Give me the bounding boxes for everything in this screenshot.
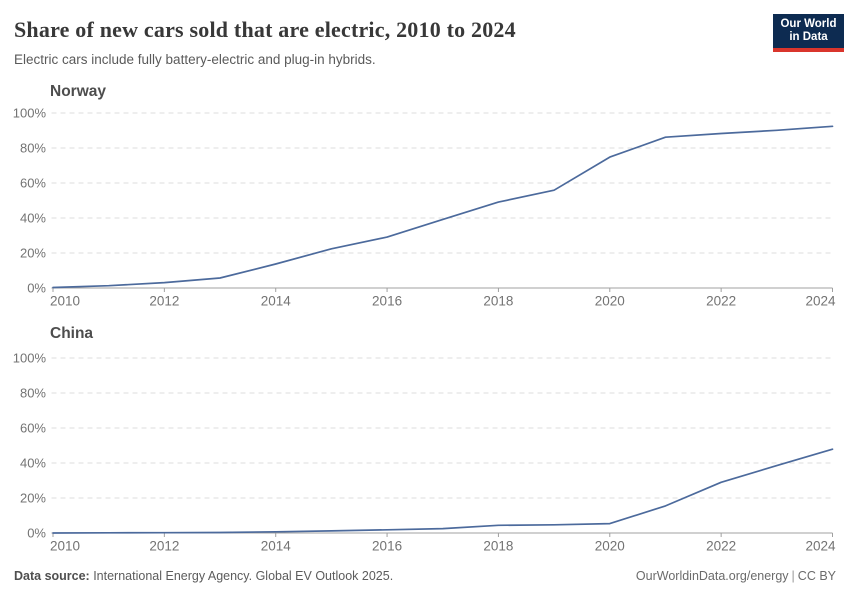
x-tick-label: 2010	[50, 294, 80, 309]
norway-line-chart: 0% 20% 40% 60% 80% 100% 2010 2012 2014 2016 2018 20…	[13, 106, 836, 309]
x-tick-label: 2022	[706, 539, 736, 554]
y-tick-label: 0%	[27, 281, 46, 296]
x-tick-label: 2024	[805, 294, 836, 309]
chart-footer: Data source: International Energy Agency…	[14, 569, 836, 583]
owid-logo-line1: Our World	[780, 18, 837, 30]
x-tick-label: 2016	[372, 294, 402, 309]
x-tick-label: 2012	[149, 539, 179, 554]
x-tick-label: 2018	[483, 539, 513, 554]
entity-label-norway: Norway	[50, 83, 106, 100]
y-tick-label: 60%	[20, 176, 46, 191]
y-tick-label: 100%	[13, 106, 47, 121]
x-tick-label: 2016	[372, 539, 402, 554]
data-source-note: Data source: International Energy Agency…	[14, 569, 393, 583]
entity-label-china: China	[50, 325, 94, 342]
x-tick-label: 2010	[50, 539, 80, 554]
china-line-series	[52, 448, 834, 534]
data-source-label: Data source:	[14, 569, 90, 583]
x-tick-label: 2020	[595, 294, 625, 309]
owid-url-link[interactable]: OurWorldinData.org/energy	[635, 569, 789, 583]
norway-line-series	[52, 125, 834, 289]
y-tick-label: 0%	[27, 526, 46, 541]
x-tick-label: 2024	[805, 539, 836, 554]
owid-logo-line2: in Data	[789, 31, 828, 43]
china-line-chart: 0% 20% 40% 60% 80% 100% 2010 2012 2014 2016 2018 20…	[13, 351, 836, 554]
chart-subtitle: Electric cars include fully battery-elec…	[14, 52, 376, 67]
owid-logo[interactable]: Our World in Data	[773, 14, 844, 52]
y-tick-label: 80%	[20, 141, 46, 156]
data-source-text: International Energy Agency. Global EV O…	[89, 569, 394, 583]
y-tick-label: 40%	[20, 456, 46, 471]
y-tick-label: 80%	[20, 386, 46, 401]
x-tick-label: 2014	[261, 294, 292, 309]
x-tick-label: 2020	[595, 539, 625, 554]
x-tick-label: 2018	[483, 294, 513, 309]
y-tick-label: 40%	[20, 211, 46, 226]
y-tick-label: 60%	[20, 421, 46, 436]
x-tick-label: 2022	[706, 294, 736, 309]
page-title: Share of new cars sold that are electric…	[14, 17, 516, 42]
x-tick-label: 2014	[261, 539, 292, 554]
attribution-separator: |	[791, 569, 795, 583]
y-tick-label: 20%	[20, 246, 46, 261]
y-tick-label: 100%	[13, 351, 47, 366]
attribution: OurWorldinData.org/energy | CC BY	[636, 569, 836, 583]
x-tick-label: 2012	[149, 294, 179, 309]
license-label: CC BY	[797, 569, 836, 583]
y-tick-label: 20%	[20, 491, 46, 506]
